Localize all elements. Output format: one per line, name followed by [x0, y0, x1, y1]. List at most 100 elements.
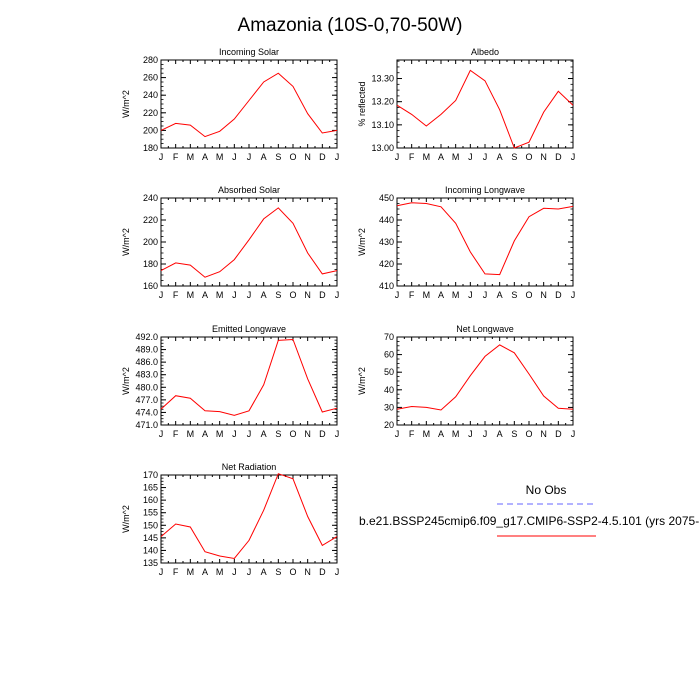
x-tick-label: A: [497, 152, 503, 162]
y-tick-label: 160: [143, 281, 158, 291]
y-tick-label: 477.0: [135, 395, 158, 405]
x-tick-label: M: [423, 290, 431, 300]
x-tick-label: J: [483, 152, 488, 162]
x-tick-label: J: [159, 429, 164, 439]
x-tick-label: S: [275, 290, 281, 300]
y-tick-label: 200: [143, 125, 158, 135]
y-axis-label-net-longwave: W/m^2: [357, 367, 367, 395]
x-tick-label: A: [202, 429, 208, 439]
x-tick-label: D: [555, 290, 562, 300]
y-tick-label: 410: [379, 281, 394, 291]
x-tick-label: J: [468, 429, 473, 439]
y-tick-label: 13.20: [371, 97, 394, 107]
x-tick-label: S: [275, 567, 281, 577]
x-tick-label: M: [423, 152, 431, 162]
x-tick-label: S: [511, 429, 517, 439]
x-tick-label: J: [335, 429, 340, 439]
panel-title-incoming-longwave: Incoming Longwave: [445, 185, 525, 195]
y-tick-label: 450: [379, 193, 394, 203]
x-tick-label: J: [468, 290, 473, 300]
x-tick-label: J: [247, 290, 252, 300]
y-tick-label: 30: [384, 402, 394, 412]
x-tick-label: J: [468, 152, 473, 162]
y-tick-label: 150: [143, 520, 158, 530]
x-tick-label: N: [304, 152, 311, 162]
x-tick-label: M: [216, 567, 224, 577]
x-tick-label: J: [159, 290, 164, 300]
x-tick-label: M: [187, 429, 195, 439]
x-tick-label: D: [319, 429, 326, 439]
y-tick-label: 60: [384, 350, 394, 360]
x-tick-label: F: [173, 429, 179, 439]
y-tick-label: 50: [384, 367, 394, 377]
x-tick-label: M: [187, 567, 195, 577]
x-tick-label: O: [289, 290, 296, 300]
x-tick-label: O: [289, 152, 296, 162]
y-tick-label: 240: [143, 193, 158, 203]
x-tick-label: O: [289, 567, 296, 577]
x-tick-label: O: [525, 152, 532, 162]
x-tick-label: J: [247, 567, 252, 577]
x-tick-label: A: [261, 152, 267, 162]
x-tick-label: M: [216, 290, 224, 300]
y-tick-label: 420: [379, 259, 394, 269]
series-line-albedo: [396, 69, 574, 149]
y-tick-label: 200: [143, 237, 158, 247]
x-tick-label: F: [409, 429, 415, 439]
x-tick-label: O: [525, 290, 532, 300]
x-tick-label: J: [395, 152, 400, 162]
x-tick-label: N: [304, 567, 311, 577]
x-tick-label: N: [540, 429, 547, 439]
y-tick-label: 430: [379, 237, 394, 247]
x-tick-label: M: [216, 152, 224, 162]
x-tick-label: S: [511, 290, 517, 300]
x-tick-label: O: [289, 429, 296, 439]
x-tick-label: J: [247, 152, 252, 162]
y-tick-label: 160: [143, 495, 158, 505]
y-tick-label: 13.00: [371, 143, 394, 153]
x-tick-label: M: [452, 429, 460, 439]
x-tick-label: D: [319, 290, 326, 300]
x-tick-label: M: [452, 290, 460, 300]
x-tick-label: A: [438, 429, 444, 439]
panel-title-net-longwave: Net Longwave: [456, 324, 514, 334]
y-tick-label: 135: [143, 558, 158, 568]
x-tick-label: J: [571, 152, 576, 162]
x-tick-label: A: [202, 567, 208, 577]
y-tick-label: 220: [143, 108, 158, 118]
x-tick-label: N: [304, 290, 311, 300]
x-tick-label: M: [187, 152, 195, 162]
y-tick-label: 260: [143, 73, 158, 83]
y-tick-label: 13.10: [371, 120, 394, 130]
x-tick-label: J: [247, 429, 252, 439]
x-tick-label: D: [555, 429, 562, 439]
x-tick-label: J: [335, 290, 340, 300]
x-tick-label: S: [511, 152, 517, 162]
x-tick-label: F: [409, 152, 415, 162]
x-tick-label: M: [216, 429, 224, 439]
x-tick-label: A: [202, 152, 208, 162]
y-tick-label: 70: [384, 332, 394, 342]
x-tick-label: J: [395, 290, 400, 300]
legend: No Obs b.e21.BSSP245cmip6.f09_g17.CMIP6-…: [359, 483, 699, 537]
y-tick-label: 165: [143, 483, 158, 493]
series-line-incoming-longwave: [396, 202, 574, 276]
y-tick-label: 180: [143, 259, 158, 269]
y-axis-label-absorbed-solar: W/m^2: [121, 228, 131, 256]
y-tick-label: 13.30: [371, 74, 394, 84]
x-tick-label: S: [275, 152, 281, 162]
x-tick-label: F: [409, 290, 415, 300]
y-tick-label: 474.0: [135, 407, 158, 417]
x-tick-label: J: [232, 429, 237, 439]
y-tick-label: 155: [143, 508, 158, 518]
x-tick-label: J: [483, 429, 488, 439]
x-tick-label: N: [540, 290, 547, 300]
series-line-incoming-solar: [160, 72, 338, 138]
panel-title-emitted-longwave: Emitted Longwave: [212, 324, 286, 334]
series-line-net-longwave: [396, 344, 574, 411]
